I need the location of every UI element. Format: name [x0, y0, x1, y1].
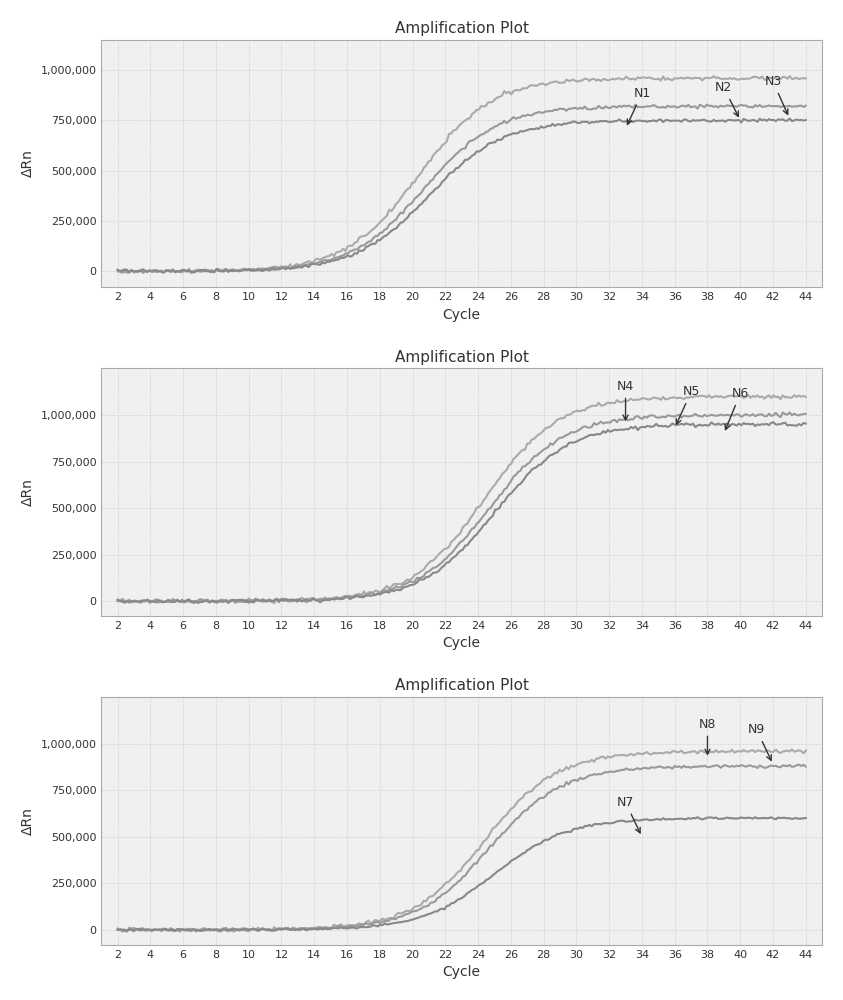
Text: N8: N8 [699, 718, 717, 754]
Text: N3: N3 [765, 75, 788, 114]
Y-axis label: ΔRn: ΔRn [21, 807, 35, 835]
Title: Amplification Plot: Amplification Plot [395, 350, 529, 365]
Text: N1: N1 [627, 87, 651, 124]
Text: N7: N7 [617, 796, 640, 833]
Text: N6: N6 [725, 387, 749, 430]
X-axis label: Cycle: Cycle [443, 308, 481, 322]
X-axis label: Cycle: Cycle [443, 636, 481, 650]
Title: Amplification Plot: Amplification Plot [395, 21, 529, 36]
Y-axis label: ΔRn: ΔRn [21, 478, 35, 506]
Text: N5: N5 [676, 385, 700, 424]
Text: N4: N4 [617, 380, 634, 420]
Text: N2: N2 [715, 81, 738, 116]
Y-axis label: ΔRn: ΔRn [21, 150, 35, 177]
Text: N9: N9 [748, 723, 771, 760]
Title: Amplification Plot: Amplification Plot [395, 678, 529, 693]
X-axis label: Cycle: Cycle [443, 965, 481, 979]
